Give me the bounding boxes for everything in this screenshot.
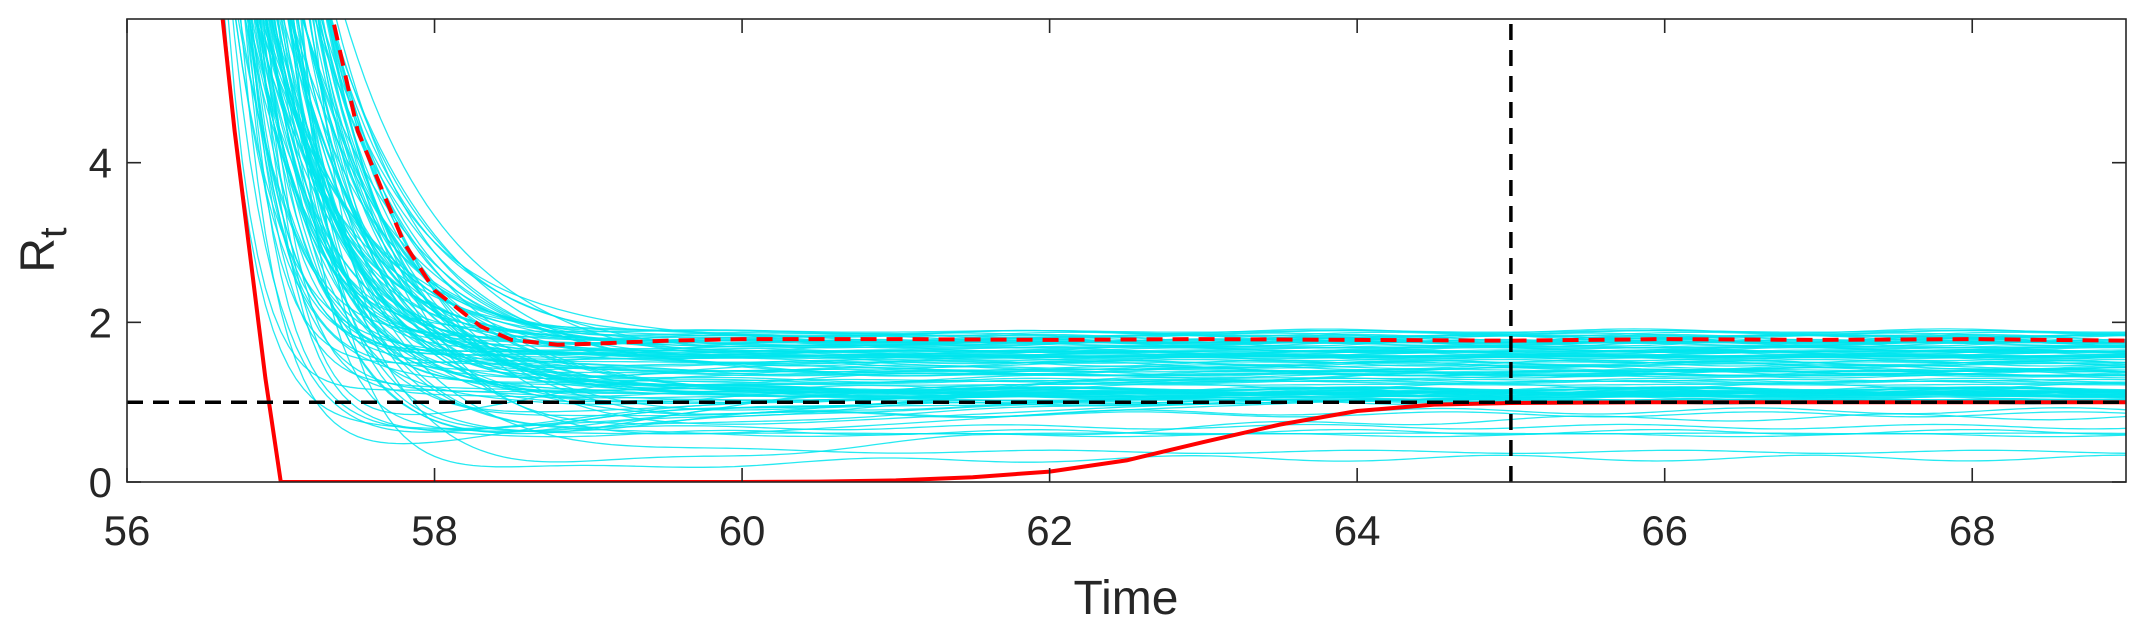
ensemble-line [295, 19, 2126, 431]
ensemble-line [270, 19, 2126, 386]
ensemble-line [248, 19, 2126, 353]
ensemble-line [301, 19, 2126, 468]
ensemble-line [245, 19, 2126, 377]
ensemble-line [266, 19, 2126, 399]
ensemble-line [325, 19, 2126, 398]
y-tick-label: 4 [89, 140, 112, 187]
ensemble-line [256, 19, 2126, 377]
x-tick-label: 62 [1026, 507, 1073, 554]
ensemble-line [273, 19, 2126, 358]
ensemble-line [300, 19, 2126, 386]
x-axis: 56 58 60 62 64 66 68 [104, 19, 1996, 554]
y-axis-label-subscript: t [33, 227, 75, 238]
red-dashed-series-line [330, 19, 2126, 347]
ensemble-line [283, 19, 2126, 392]
x-tick-label: 68 [1949, 507, 1996, 554]
ensemble-line [297, 19, 2126, 385]
y-axis-label: Rt [12, 227, 75, 273]
y-tick-label: 2 [89, 299, 112, 346]
plot-frame [126, 18, 2127, 483]
ensemble-lines [224, 19, 2126, 468]
ensemble-line [302, 19, 2126, 396]
y-axis-label-main: R [12, 238, 65, 273]
ensemble-line [276, 19, 2126, 350]
ensemble-line [317, 19, 2126, 337]
ensemble-line [277, 19, 2126, 438]
ensemble-line [235, 19, 2126, 384]
ensemble-line [292, 19, 2126, 463]
ensemble-line [264, 19, 2126, 358]
ensemble-line [330, 19, 2126, 425]
ensemble-line [335, 19, 2126, 338]
x-tick-label: 60 [719, 507, 766, 554]
ensemble-line [260, 19, 2126, 369]
x-tick-label: 56 [104, 507, 151, 554]
y-tick-label: 0 [89, 459, 112, 506]
ensemble-line [244, 19, 2126, 367]
ensemble-line [259, 19, 2126, 438]
ensemble-line [253, 19, 2126, 333]
x-tick-label: 64 [1334, 507, 1381, 554]
x-tick-label: 66 [1641, 507, 1688, 554]
ensemble-line [290, 19, 2126, 355]
ensemble-line [281, 19, 2126, 418]
x-tick-label: 58 [411, 507, 458, 554]
ensemble-line [287, 19, 2126, 397]
x-axis-label: Time [1074, 572, 1179, 625]
ensemble-line [318, 19, 2126, 418]
y-axis: 0 2 4 [89, 140, 2126, 506]
